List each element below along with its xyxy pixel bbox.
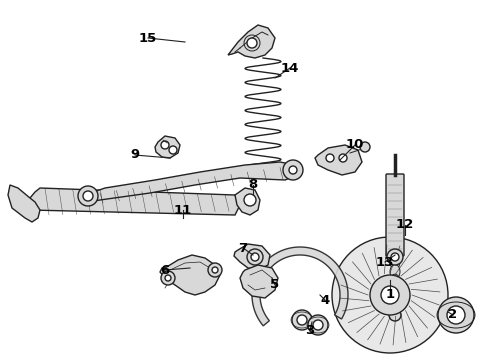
Text: 3: 3: [305, 324, 315, 337]
Text: 11: 11: [174, 203, 192, 216]
Text: 4: 4: [320, 293, 330, 306]
Text: 15: 15: [139, 31, 157, 45]
Circle shape: [332, 237, 448, 353]
Circle shape: [391, 253, 399, 261]
Text: 7: 7: [239, 242, 247, 255]
Text: 13: 13: [376, 256, 394, 269]
Polygon shape: [8, 185, 40, 222]
Circle shape: [387, 249, 403, 265]
Circle shape: [247, 38, 257, 48]
Ellipse shape: [390, 284, 400, 298]
Circle shape: [289, 166, 297, 174]
Circle shape: [389, 309, 401, 321]
Circle shape: [161, 141, 169, 149]
Circle shape: [326, 154, 334, 162]
Text: 8: 8: [248, 179, 258, 192]
Circle shape: [169, 146, 177, 154]
Circle shape: [438, 297, 474, 333]
Text: 14: 14: [281, 62, 299, 75]
Polygon shape: [85, 162, 298, 202]
Polygon shape: [155, 136, 180, 158]
Polygon shape: [235, 188, 260, 215]
Circle shape: [297, 315, 307, 325]
Circle shape: [381, 286, 399, 304]
Ellipse shape: [390, 303, 400, 317]
Circle shape: [283, 160, 303, 180]
Circle shape: [161, 271, 175, 285]
Circle shape: [292, 310, 312, 330]
Polygon shape: [252, 247, 348, 326]
Polygon shape: [240, 265, 278, 298]
Ellipse shape: [390, 255, 400, 269]
Polygon shape: [160, 255, 220, 295]
Circle shape: [360, 142, 370, 152]
Circle shape: [308, 315, 328, 335]
Text: 9: 9: [130, 148, 140, 162]
Circle shape: [447, 306, 465, 324]
Ellipse shape: [390, 274, 400, 288]
FancyBboxPatch shape: [386, 174, 404, 256]
Text: 5: 5: [270, 279, 280, 292]
Circle shape: [165, 275, 171, 281]
Circle shape: [244, 194, 256, 206]
Circle shape: [313, 320, 323, 330]
Circle shape: [339, 154, 347, 162]
Text: 2: 2: [448, 309, 458, 321]
Ellipse shape: [390, 293, 400, 307]
Polygon shape: [30, 188, 240, 215]
Polygon shape: [228, 25, 275, 58]
Circle shape: [370, 275, 410, 315]
Polygon shape: [234, 244, 270, 270]
Text: 10: 10: [346, 139, 364, 152]
Ellipse shape: [390, 265, 400, 279]
Circle shape: [251, 253, 259, 261]
Text: 12: 12: [396, 219, 414, 231]
Circle shape: [208, 263, 222, 277]
Text: 1: 1: [386, 288, 394, 302]
Circle shape: [78, 186, 98, 206]
Circle shape: [83, 191, 93, 201]
Polygon shape: [315, 145, 362, 175]
Circle shape: [247, 249, 263, 265]
Circle shape: [212, 267, 218, 273]
Text: 6: 6: [160, 264, 170, 276]
